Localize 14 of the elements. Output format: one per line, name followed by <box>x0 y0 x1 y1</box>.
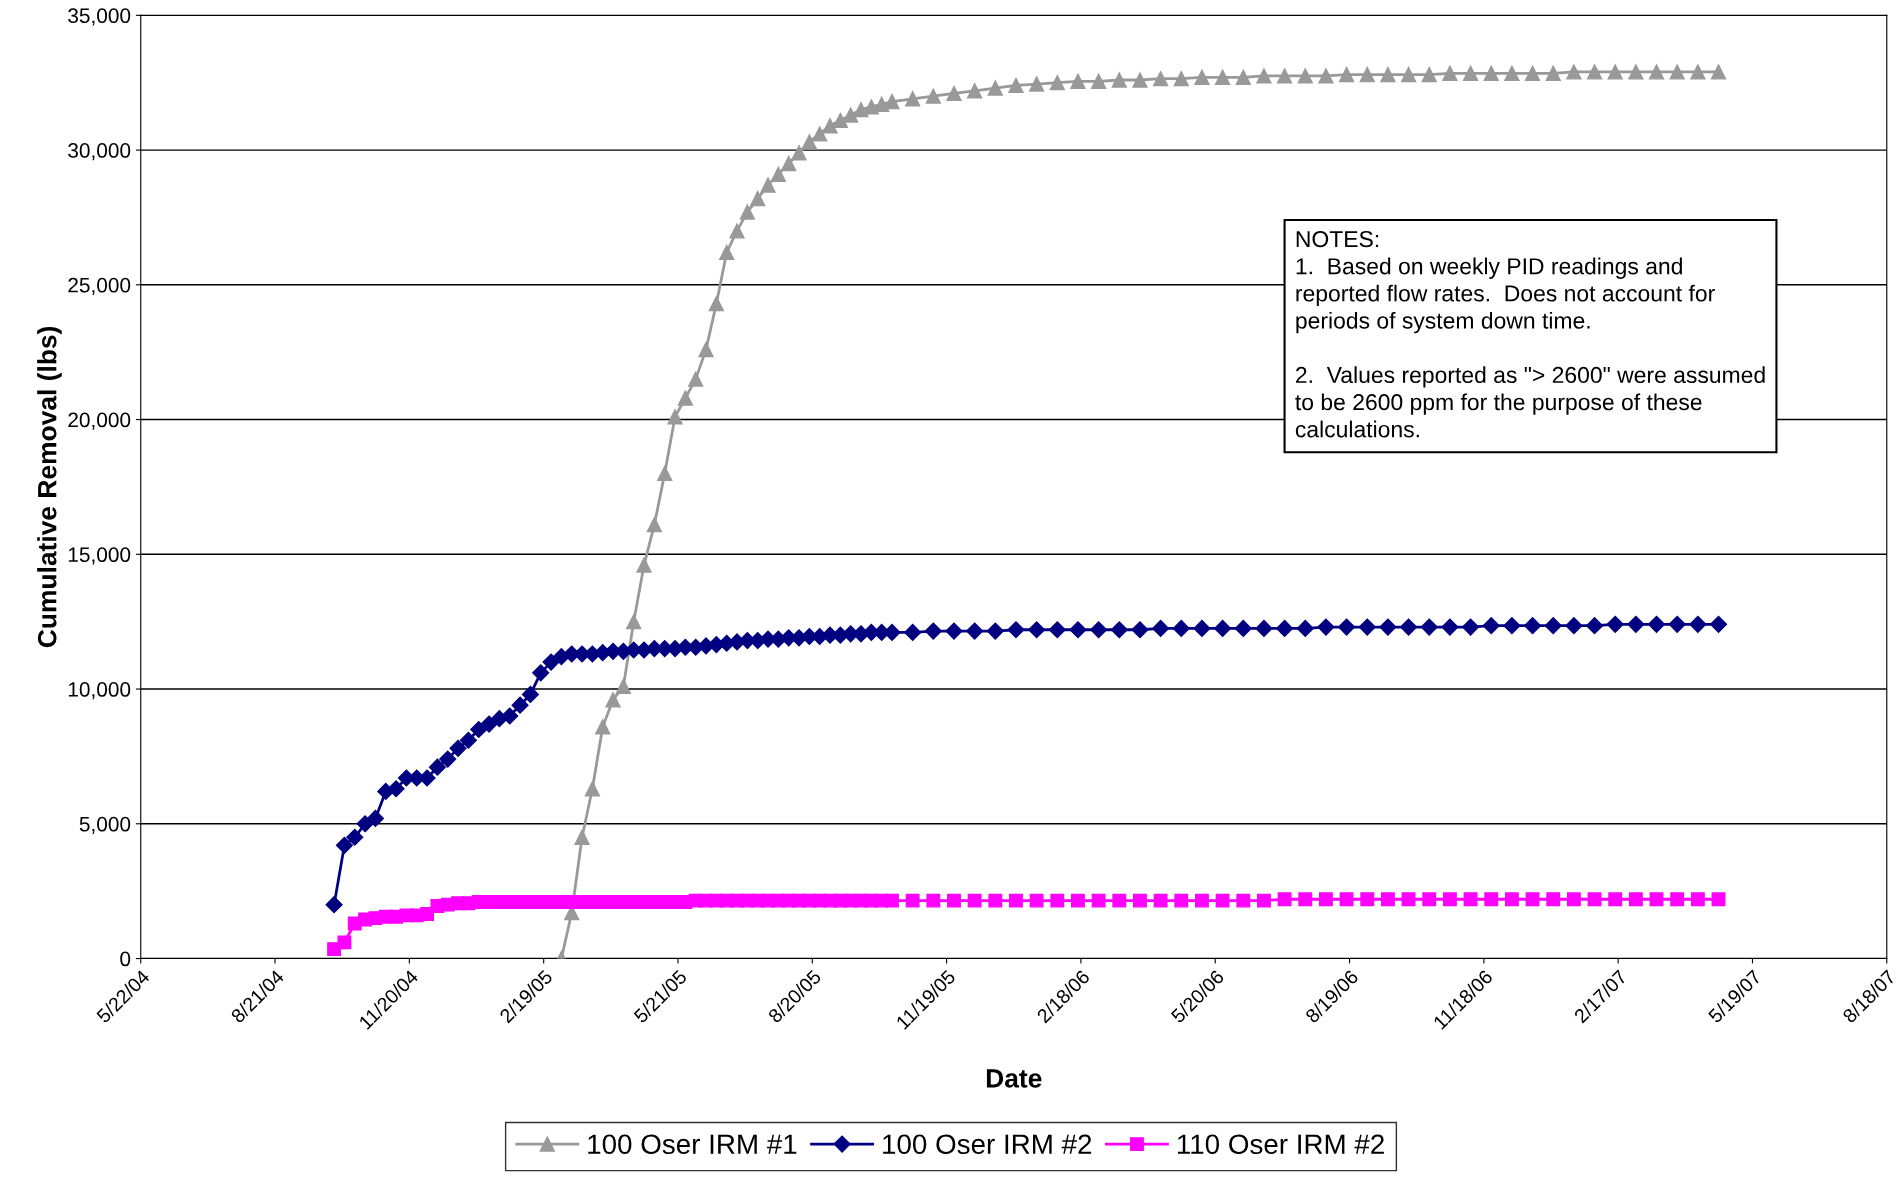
y-tick-label: 10,000 <box>68 682 131 700</box>
y-tick-label: 30,000 <box>68 143 131 161</box>
y-tick-label: 20,000 <box>68 412 131 430</box>
y-tick-label: 5,000 <box>79 816 131 834</box>
y-tick-label: 35,000 <box>68 8 131 26</box>
legend-label: 110 Oser IRM #2 <box>1177 1134 1384 1155</box>
legend-label: 100 Oser IRM #1 <box>588 1134 797 1155</box>
legend-label: 100 Oser IRM #2 <box>883 1134 1092 1155</box>
y-axis-title: Cumulative Removal (lbs) <box>37 326 62 648</box>
text: NOTES: 1. Based on weekly PID readings and reported flow rates. Does not account for periods of system down time. 2. Values reported as "> 2600" were assumed to be 2600 ppm for the purpose of these calculations. <box>1295 230 1765 438</box>
y-tick-label: 25,000 <box>68 277 131 296</box>
x-axis-title: Date <box>986 1069 1042 1088</box>
y-tick-label: 15,000 <box>68 547 131 565</box>
y-tick-label: 0 <box>120 951 131 967</box>
